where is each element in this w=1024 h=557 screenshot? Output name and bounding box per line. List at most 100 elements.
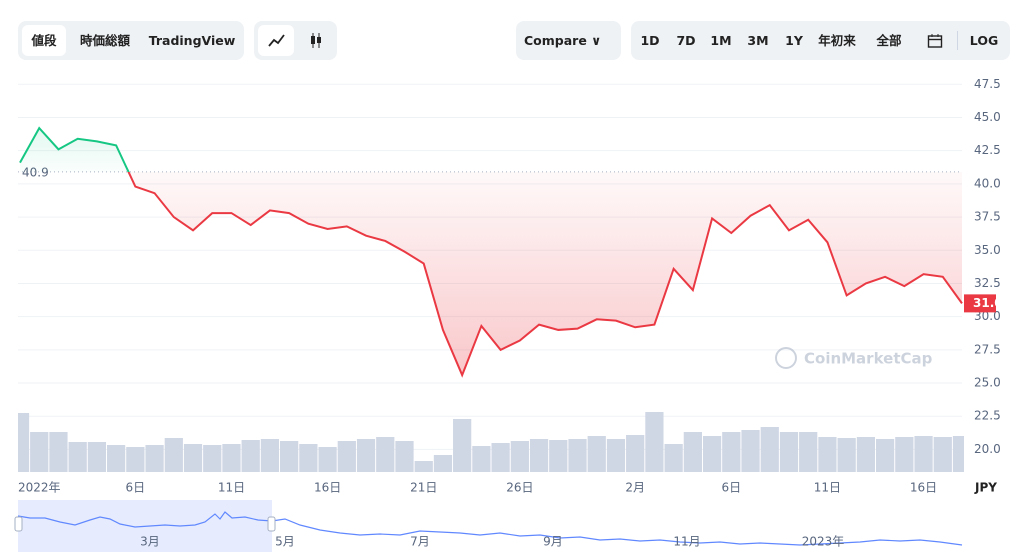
volume-bar xyxy=(856,437,875,472)
navigator-label: 3月 xyxy=(140,535,160,549)
compare: Compare ∨ xyxy=(516,21,621,60)
volume-bar xyxy=(645,412,664,472)
navigator-label: 2023年 xyxy=(802,535,845,549)
range-button[interactable]: 1D xyxy=(640,33,660,48)
volume-bar xyxy=(30,432,49,472)
volume-bar xyxy=(49,432,68,472)
tab[interactable]: TradingView xyxy=(148,33,236,48)
line-button[interactable] xyxy=(258,25,294,56)
range-button[interactable]: 3M xyxy=(747,33,769,48)
volume-bar xyxy=(626,435,645,472)
y-tick-label: 25.0 xyxy=(974,376,1001,390)
range-button[interactable]: 年初来 xyxy=(818,33,856,48)
price-line xyxy=(19,126,963,378)
volume-bar xyxy=(587,436,606,472)
volume-bar xyxy=(606,439,626,472)
range-button[interactable]: 1Y xyxy=(785,33,803,48)
volume-bar xyxy=(107,445,126,472)
watermark-logo xyxy=(775,347,797,369)
volume-bar xyxy=(183,444,203,472)
volume-bar xyxy=(491,443,510,472)
watermark-text: CoinMarketCap xyxy=(804,350,933,368)
volume-bar xyxy=(529,439,549,472)
volume-bar xyxy=(952,436,964,472)
candle-button[interactable] xyxy=(298,25,334,56)
volume-bar xyxy=(337,441,356,472)
x-tick-label: 6日 xyxy=(721,481,741,495)
navigator-label: 9月 xyxy=(543,535,563,549)
volume-bar xyxy=(472,446,491,472)
price-area xyxy=(20,128,962,376)
volume-bar xyxy=(318,447,337,472)
volume-bar xyxy=(356,439,376,472)
x-tick-label: 21日 xyxy=(410,481,437,495)
compare-label: Compare xyxy=(524,33,587,48)
volume-bar xyxy=(875,439,895,472)
volume-bar xyxy=(664,444,683,472)
log-button[interactable]: LOG xyxy=(969,33,999,48)
volume-bar xyxy=(164,438,183,472)
volume-bar xyxy=(568,439,587,472)
x-tick-label: 16日 xyxy=(314,481,341,495)
compare-button[interactable]: Compare ∨ xyxy=(524,33,602,48)
volume-bar xyxy=(18,413,30,472)
volume-bar xyxy=(779,432,799,472)
navigator-label: 5月 xyxy=(275,535,295,549)
y-tick-label: 32.5 xyxy=(974,276,1001,290)
x-tick-label: 2月 xyxy=(625,481,645,495)
y-tick-label: 35.0 xyxy=(974,243,1001,257)
volume-bar xyxy=(895,437,914,472)
y-tick-label: 22.5 xyxy=(974,409,1001,423)
navigator-handle[interactable] xyxy=(14,516,23,532)
y-tick-label: 30.0 xyxy=(974,309,1001,323)
calendar-icon[interactable] xyxy=(927,33,943,49)
y-tick-label: 42.5 xyxy=(974,143,1001,157)
volume-bar xyxy=(818,437,837,472)
y-tick-label: 47.5 xyxy=(974,77,1001,91)
volume-bar xyxy=(145,445,164,472)
navigator-handle[interactable] xyxy=(267,516,276,532)
currency: JPY xyxy=(974,481,997,495)
x-tick-label: 11日 xyxy=(814,481,841,495)
tab[interactable]: 時価総額 xyxy=(79,33,130,48)
range-button[interactable]: 1M xyxy=(710,33,732,48)
y-tick-label: 40.0 xyxy=(974,176,1001,190)
range-button[interactable]: 全部 xyxy=(876,33,902,48)
x-tick-label: 16日 xyxy=(910,481,937,495)
volume-bar xyxy=(395,441,414,472)
x-tick-label: 6日 xyxy=(126,481,146,495)
volume-bar xyxy=(837,438,856,472)
range-button[interactable]: 7D xyxy=(676,33,696,48)
volume-bar xyxy=(414,461,433,472)
volume-bar xyxy=(914,436,933,472)
volume-bar xyxy=(203,445,222,472)
line-icon xyxy=(268,34,285,47)
volume-bar xyxy=(299,444,318,472)
y-tick-label: 20.0 xyxy=(974,442,1001,456)
view-tabs: 値段 時価総額 TradingView xyxy=(18,21,244,60)
volume-bar xyxy=(683,432,702,472)
volume-bar xyxy=(376,437,395,472)
volume-bar xyxy=(433,455,453,472)
volume-bar xyxy=(799,432,818,472)
volume-bar xyxy=(280,441,299,472)
volume-bar xyxy=(702,436,722,472)
volume-bar xyxy=(549,440,568,472)
volume-bar xyxy=(222,444,241,472)
volume-bar xyxy=(741,430,760,472)
y-tick-label: 45.0 xyxy=(974,110,1001,124)
volume-bar xyxy=(510,441,529,472)
x-tick-label: 11日 xyxy=(218,481,245,495)
tab[interactable]: 値段 xyxy=(22,25,66,56)
y-tick-label: 37.5 xyxy=(974,210,1001,224)
volume-bar xyxy=(68,442,87,472)
volume-bar xyxy=(260,439,280,472)
volume-bar xyxy=(241,440,260,472)
volume-bar xyxy=(126,447,145,472)
watermark: CoinMarketCap xyxy=(775,347,933,369)
y-tick-label: 27.5 xyxy=(974,342,1001,356)
x-tick-label: 2022年 xyxy=(18,481,61,495)
volume-bar xyxy=(453,419,472,472)
